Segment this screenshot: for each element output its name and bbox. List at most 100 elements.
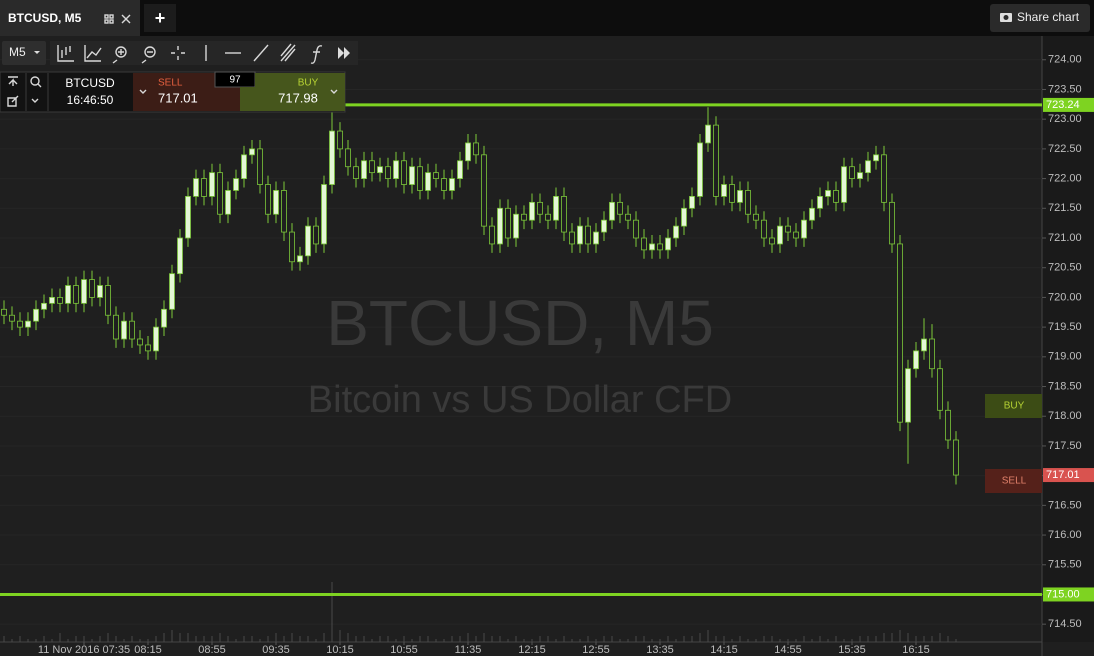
volume-bar: [483, 633, 485, 642]
candle-body: [337, 130, 343, 150]
volume-bar: [739, 636, 741, 642]
y-tick-label: 722.00: [1048, 172, 1082, 184]
x-tick-label: 15:35: [838, 644, 866, 656]
candle-body: [881, 154, 887, 203]
tool-bars[interactable]: [57, 45, 74, 62]
y-tick-label: 719.00: [1048, 351, 1082, 363]
volume-bar: [259, 639, 261, 642]
volume-bar: [187, 633, 189, 642]
volume-bar: [779, 639, 781, 642]
tab[interactable]: [0, 0, 140, 36]
volume-bar: [155, 636, 157, 642]
buy-price[interactable]: 717.98: [278, 90, 318, 105]
tool-zoom-out[interactable]: [141, 46, 156, 64]
buy-box[interactable]: [240, 87, 345, 111]
volume-bar: [331, 582, 333, 642]
volume-bar: [355, 636, 357, 642]
volume-bar: [651, 639, 653, 642]
buy-button[interactable]: [985, 394, 1042, 418]
candle-body: [833, 190, 839, 203]
buy-box-top[interactable]: [255, 73, 345, 87]
candle-body: [873, 154, 879, 162]
tool-function[interactable]: [310, 45, 323, 64]
sell-button-label[interactable]: SELL: [1002, 476, 1027, 487]
volume-bar: [379, 636, 381, 642]
volume-bar: [507, 639, 509, 642]
volume-bar: [219, 633, 221, 642]
candle-body: [705, 124, 711, 144]
tab-close[interactable]: [121, 14, 131, 24]
last-price-tag: [1043, 468, 1094, 483]
candle-body: [57, 297, 63, 304]
candle-body: [209, 172, 215, 197]
share-chart-label[interactable]: Share chart: [1017, 10, 1080, 24]
candle-body: [249, 148, 255, 156]
candle-body: [97, 285, 103, 298]
volume-bar: [107, 633, 109, 642]
candle-body: [937, 368, 943, 411]
tool-crosshair[interactable]: [171, 46, 185, 60]
candle-body: [753, 213, 759, 221]
candle-body: [577, 225, 583, 245]
tab-grid-icon[interactable]: [104, 14, 114, 24]
volume-bar: [531, 639, 533, 642]
volume-bar: [427, 636, 429, 642]
add-tab[interactable]: +: [155, 8, 166, 28]
candle-body: [761, 219, 767, 239]
volume-bar: [835, 636, 837, 642]
volume-bar: [643, 636, 645, 642]
candle-body: [777, 225, 783, 245]
x-tick-label: 10:55: [390, 644, 418, 656]
tool-zoom-in[interactable]: [112, 46, 127, 64]
volume-bar: [939, 633, 941, 642]
candle-body: [225, 190, 231, 215]
volume-bar: [523, 639, 525, 642]
volume-bar: [915, 636, 917, 642]
candle-body: [281, 190, 287, 233]
x-tick-label: 12:15: [518, 644, 546, 656]
volume-bar: [275, 633, 277, 642]
volume-bar: [755, 639, 757, 642]
volume-bar: [147, 639, 149, 642]
volume-bar: [251, 636, 253, 642]
volume-bar: [859, 636, 861, 642]
tool-more[interactable]: [338, 47, 350, 59]
panel-icons[interactable]: [7, 76, 42, 107]
volume-bar: [563, 636, 565, 642]
candle-body: [273, 190, 279, 215]
volume-bar: [619, 639, 621, 642]
volume-bar: [395, 639, 397, 642]
tool-trendline[interactable]: [253, 44, 269, 62]
buy-label[interactable]: BUY: [298, 78, 319, 89]
candle-body: [385, 166, 391, 179]
interval-select[interactable]: [2, 41, 46, 65]
candle-body: [153, 326, 159, 352]
sell-button[interactable]: [985, 469, 1042, 493]
volume-bar: [867, 636, 869, 642]
volume-bar: [907, 633, 909, 642]
volume-bar: [571, 639, 573, 642]
candle-body: [681, 207, 687, 227]
y-tick-label: 718.50: [1048, 380, 1082, 392]
volume-bar: [43, 636, 45, 642]
y-tick-label: 723.00: [1048, 113, 1082, 125]
volume-bar: [91, 639, 93, 642]
volume-bar: [267, 636, 269, 642]
volume-bar: [123, 639, 125, 642]
candle-body: [377, 166, 383, 174]
candle-body: [297, 255, 303, 263]
volume-bar: [603, 636, 605, 642]
interval-label[interactable]: M5: [9, 45, 26, 59]
candle-body: [529, 201, 535, 221]
tool-indicators[interactable]: [84, 45, 102, 62]
sell-price[interactable]: 717.01: [158, 90, 198, 105]
clock: 16:46:50: [67, 93, 114, 107]
level-tag-label: 723.24: [1046, 99, 1080, 111]
candle-body: [313, 225, 319, 245]
sell-label[interactable]: SELL: [158, 78, 183, 89]
tool-channel[interactable]: [280, 43, 296, 62]
add-tab-button[interactable]: [144, 4, 176, 32]
buy-button-label[interactable]: BUY: [1004, 401, 1025, 412]
share-button[interactable]: [990, 4, 1090, 32]
volume-bar: [27, 639, 29, 642]
